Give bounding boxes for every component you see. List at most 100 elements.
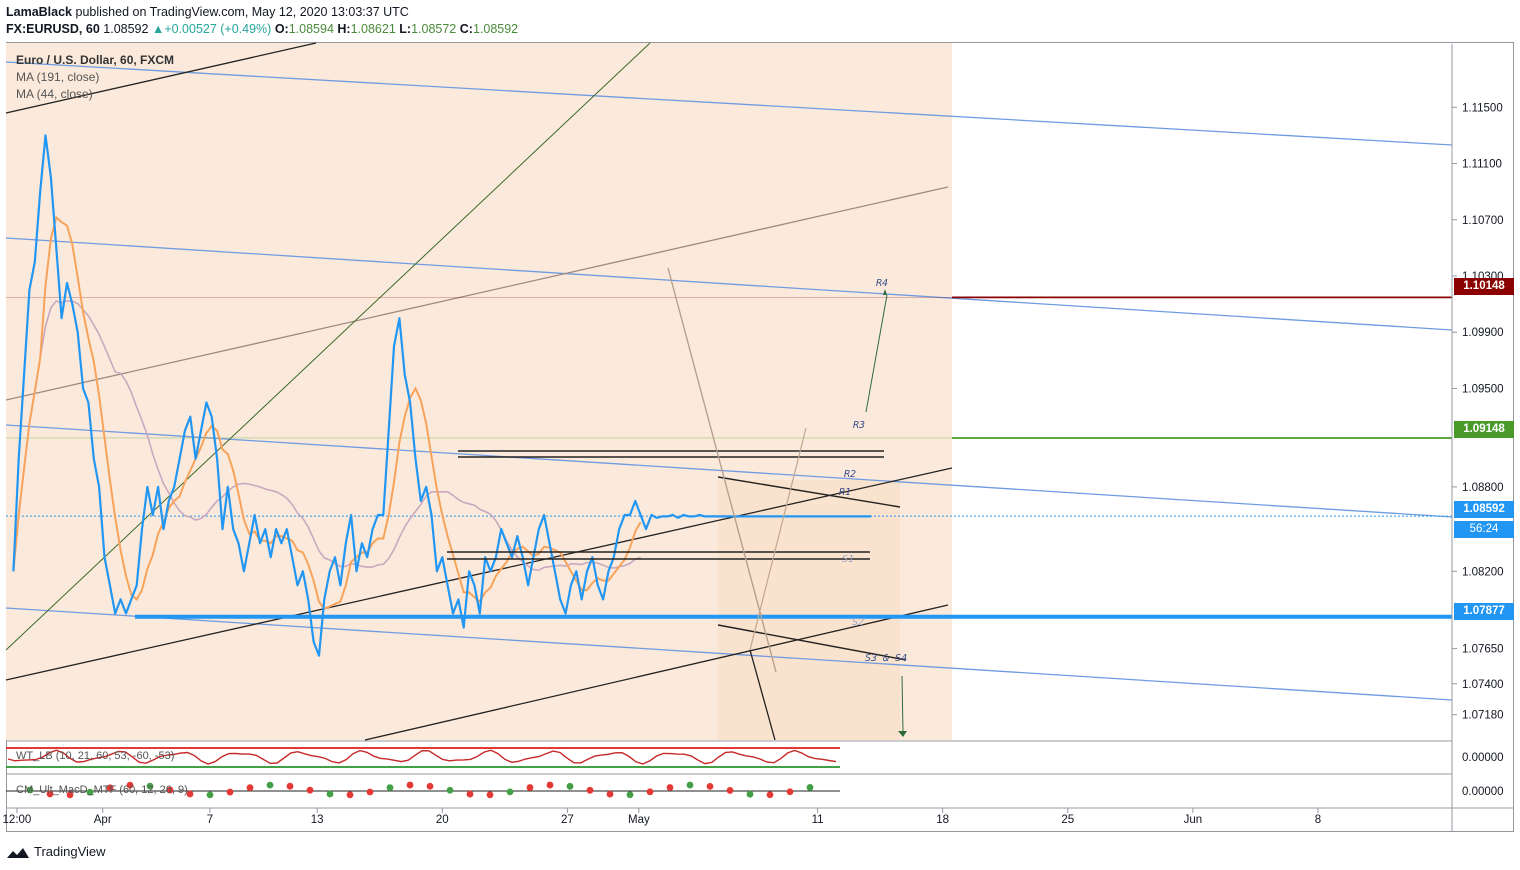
macd-dot	[666, 784, 674, 791]
x-tick-label: 13	[311, 814, 324, 826]
macd-dot	[246, 784, 254, 792]
macd-dot	[766, 791, 774, 799]
drawing-line-7	[667, 267, 777, 673]
macd-dot	[66, 791, 74, 799]
macd-dot	[626, 791, 634, 799]
trend-line-1	[5, 61, 1453, 146]
macd-dot	[406, 781, 414, 789]
y-tick-label: 1.08200	[1462, 566, 1504, 578]
annotation-s1: S1	[842, 554, 854, 565]
macd-dot	[206, 791, 214, 799]
macd-zero-label: 0.00000	[1462, 786, 1504, 798]
macd-dot	[186, 790, 194, 798]
open-label: O:	[274, 22, 289, 36]
macd-dot	[386, 784, 394, 792]
y-tick-label: 1.07180	[1462, 710, 1504, 722]
drawing-line-9	[749, 649, 776, 741]
drawing-line-11	[901, 675, 904, 734]
macd-dot	[366, 788, 374, 796]
x-tick-label: 20	[436, 814, 449, 826]
macd-dot	[646, 788, 654, 796]
drawing-line-10	[865, 294, 888, 413]
macd-dot	[606, 790, 614, 798]
arrow-down-icon	[898, 731, 907, 737]
r3-level-badge: 1.09148	[1454, 421, 1514, 438]
macd-dot	[26, 786, 34, 794]
r4-level-badge: 1.10148	[1454, 278, 1514, 295]
last-price: 1.08592	[103, 22, 149, 36]
trend-line-7	[5, 42, 651, 651]
close-value: 1.08592	[472, 22, 519, 36]
macd-dot	[546, 781, 554, 789]
legend-macd[interactable]: CM_Ult_MacD_MTF (60, 12, 26, 9)	[16, 784, 188, 796]
macd-dot	[106, 784, 114, 792]
trend-line-2	[5, 237, 1453, 331]
x-tick-label: 25	[1061, 814, 1074, 826]
macd-dot	[446, 786, 454, 794]
y-tick-label: 1.11100	[1462, 159, 1502, 171]
macd-dot	[426, 782, 434, 790]
shaded-zone-inner	[718, 480, 900, 740]
macd-dot	[806, 784, 814, 791]
y-tick-label: 1.10700	[1462, 215, 1504, 227]
y-tick-label: 1.09500	[1462, 383, 1504, 395]
y-tick-label: 1.11500	[1462, 102, 1503, 114]
macd-dot	[226, 788, 234, 796]
legend-ma44[interactable]: MA (44, close)	[16, 87, 93, 101]
wt-zero-label: 0.00000	[1462, 752, 1504, 764]
macd-dot	[306, 786, 314, 794]
arrow-up-icon	[883, 289, 887, 295]
x-tick-label: 7	[207, 814, 213, 826]
footer-brand-text: TradingView	[34, 844, 106, 859]
x-tick-label: 11	[812, 814, 824, 826]
x-tick-label: Apr	[94, 814, 112, 826]
macd-dot	[46, 790, 54, 798]
macd-dot	[746, 790, 754, 798]
author-name[interactable]: LamaBlack	[6, 5, 73, 19]
macd-dot	[326, 790, 334, 798]
symbol-label: FX:EURUSD, 60	[6, 22, 100, 36]
macd-dot	[726, 787, 734, 794]
legend-wt-lb[interactable]: WT_LB (10, 21, 60, 53, -60, -53)	[16, 750, 175, 762]
annotation-s34: S3 & S4	[865, 653, 907, 664]
annotation-s2: S2	[852, 617, 864, 628]
macd-dot	[786, 788, 794, 796]
countdown-badge: 56:24	[1454, 521, 1514, 538]
macd-dot	[706, 782, 714, 790]
macd-dot	[586, 786, 594, 794]
legend-title[interactable]: Euro / U.S. Dollar, 60, FXCM	[16, 53, 175, 67]
x-tick-label: 12:00	[3, 814, 32, 826]
macd-dot	[526, 784, 534, 791]
trend-line-9	[364, 604, 949, 741]
open-value: 1.08594	[288, 22, 334, 36]
y-tick-label: 1.09900	[1462, 327, 1504, 339]
y-tick-label: 1.08800	[1462, 482, 1504, 494]
x-tick-label: 8	[1315, 814, 1321, 826]
macd-dot	[86, 788, 94, 796]
trend-line-3	[5, 424, 1453, 518]
macd-dot	[146, 782, 154, 790]
wt-oscillator-line	[7, 749, 837, 765]
x-tick-label: 18	[936, 814, 949, 826]
macd-dot	[486, 791, 494, 799]
high-label: H:	[337, 22, 351, 36]
tradingview-logo-icon	[7, 847, 29, 858]
x-tick-label: Jun	[1184, 814, 1203, 826]
ma191-line	[12, 300, 641, 572]
trend-line-6	[5, 467, 953, 681]
published-text: published on TradingView.com, May 12, 20…	[75, 5, 409, 19]
macd-dot	[266, 781, 274, 789]
footer-brand[interactable]: TradingView	[6, 844, 106, 860]
last-price-badge: 1.08592	[1454, 501, 1514, 518]
support-level-badge: 1.07877	[1454, 603, 1514, 620]
trend-line-5	[5, 186, 949, 401]
price-series-line	[12, 134, 872, 657]
trend-line-8	[5, 42, 317, 114]
annotation-r2: R2	[844, 469, 856, 480]
x-tick-label: May	[628, 814, 650, 826]
legend-ma191[interactable]: MA (191, close)	[16, 70, 100, 84]
y-tick-label: 1.07400	[1462, 679, 1504, 691]
close-label: C:	[459, 22, 473, 36]
macd-dot	[686, 781, 694, 789]
